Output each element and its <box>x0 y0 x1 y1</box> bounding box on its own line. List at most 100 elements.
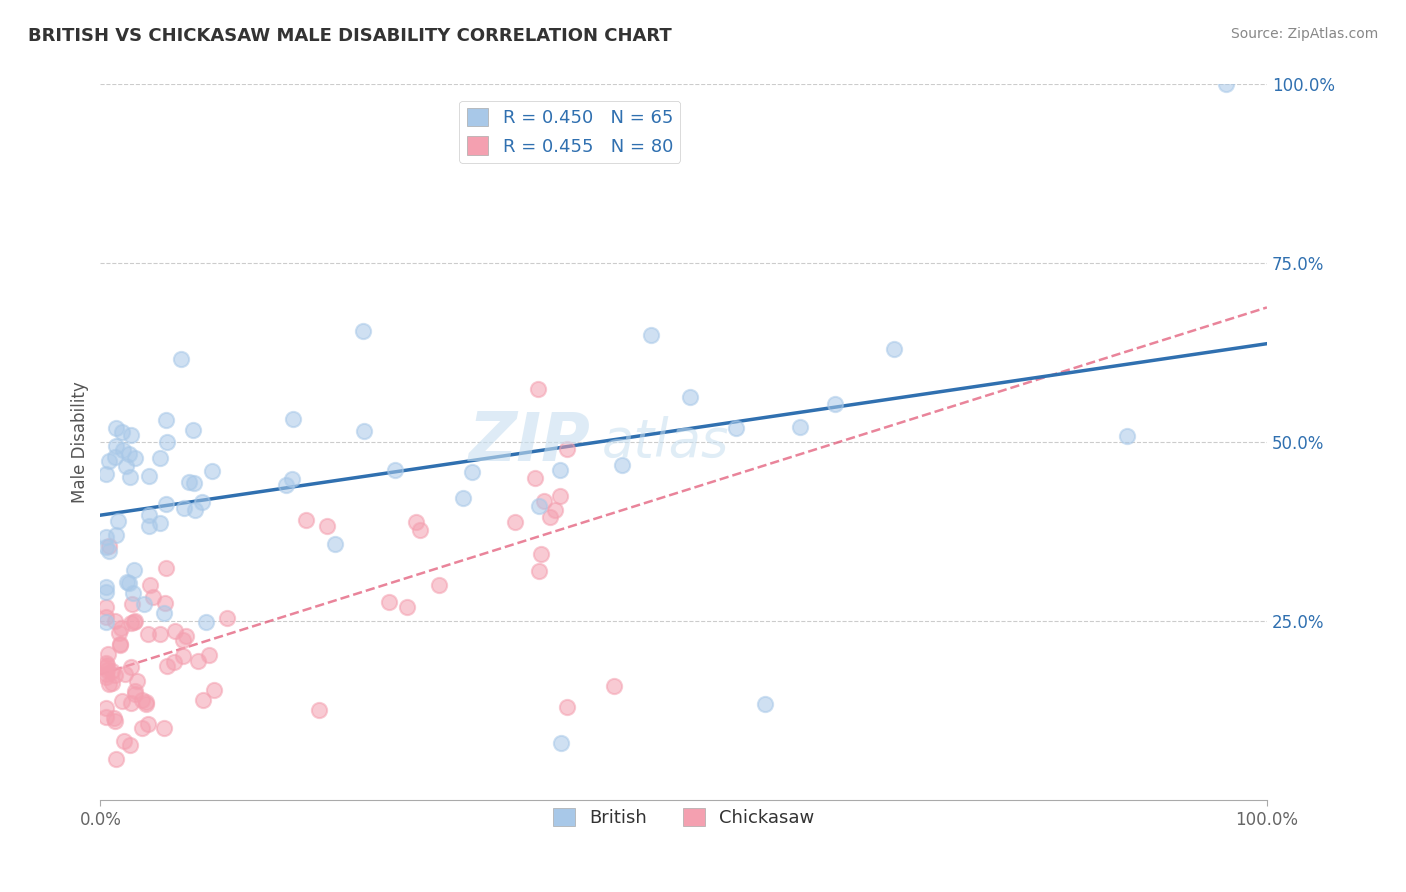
Point <box>96 659 118 673</box>
Point <box>544 503 567 517</box>
Point <box>122 615 145 630</box>
Point <box>149 627 172 641</box>
Text: BRITISH VS CHICKASAW MALE DISABILITY CORRELATION CHART: BRITISH VS CHICKASAW MALE DISABILITY COR… <box>28 27 672 45</box>
Point <box>308 703 330 717</box>
Point <box>527 382 550 396</box>
Point <box>187 654 209 668</box>
Point <box>110 694 132 708</box>
Point <box>453 491 475 506</box>
Point <box>97 647 120 661</box>
Point <box>215 611 238 625</box>
Point <box>183 476 205 491</box>
Point <box>96 599 118 614</box>
Point <box>105 752 128 766</box>
Point <box>461 466 484 480</box>
Point <box>118 738 141 752</box>
Point <box>548 489 571 503</box>
Point <box>96 610 118 624</box>
Point <box>108 638 131 652</box>
Point <box>754 697 776 711</box>
Point <box>131 721 153 735</box>
Point <box>295 513 318 527</box>
Point <box>202 682 225 697</box>
Point <box>134 597 156 611</box>
Text: atlas: atlas <box>602 417 730 468</box>
Point <box>610 458 633 472</box>
Point <box>124 687 146 701</box>
Point <box>135 695 157 709</box>
Point <box>104 714 127 729</box>
Point <box>172 632 194 647</box>
Point <box>155 595 177 609</box>
Point <box>104 439 127 453</box>
Point <box>384 463 406 477</box>
Point <box>104 528 127 542</box>
Point <box>101 664 124 678</box>
Point <box>96 530 118 544</box>
Text: Source: ZipAtlas.com: Source: ZipAtlas.com <box>1230 27 1378 41</box>
Point <box>183 503 205 517</box>
Point <box>105 421 128 435</box>
Point <box>179 475 201 489</box>
Point <box>124 684 146 698</box>
Point <box>120 660 142 674</box>
Y-axis label: Male Disability: Male Disability <box>72 382 89 503</box>
Point <box>138 626 160 640</box>
Point <box>155 413 177 427</box>
Point <box>281 411 304 425</box>
Point <box>96 541 118 555</box>
Point <box>122 586 145 600</box>
Point <box>678 390 700 404</box>
Point <box>538 510 561 524</box>
Point <box>110 637 132 651</box>
Point <box>112 733 135 747</box>
Point <box>114 666 136 681</box>
Point <box>111 425 134 439</box>
Point <box>96 467 118 482</box>
Point <box>162 655 184 669</box>
Point <box>125 674 148 689</box>
Point <box>548 463 571 477</box>
Point <box>530 547 553 561</box>
Point <box>107 514 129 528</box>
Point <box>173 501 195 516</box>
Point <box>120 470 142 484</box>
Point <box>315 519 337 533</box>
Point <box>405 515 427 529</box>
Point <box>155 498 177 512</box>
Point <box>97 453 120 467</box>
Point <box>142 590 165 604</box>
Point <box>165 624 187 639</box>
Point <box>118 576 141 591</box>
Point <box>524 471 547 485</box>
Point <box>131 692 153 706</box>
Point <box>824 397 846 411</box>
Point <box>527 564 550 578</box>
Point <box>120 427 142 442</box>
Point <box>139 578 162 592</box>
Point <box>124 451 146 466</box>
Text: ZIP: ZIP <box>468 409 591 475</box>
Point <box>120 696 142 710</box>
Point <box>193 693 215 707</box>
Point <box>96 580 118 594</box>
Point <box>149 450 172 465</box>
Point <box>725 420 748 434</box>
Point <box>640 328 662 343</box>
Point <box>352 325 374 339</box>
Point <box>353 424 375 438</box>
Point <box>122 563 145 577</box>
Point <box>1215 78 1237 92</box>
Point <box>149 516 172 530</box>
Point <box>529 499 551 513</box>
Point <box>153 606 176 620</box>
Point <box>153 721 176 735</box>
Point <box>181 423 204 437</box>
Point <box>96 709 118 723</box>
Point <box>883 342 905 356</box>
Point <box>96 585 118 599</box>
Point <box>395 600 418 615</box>
Point <box>602 679 624 693</box>
Point <box>115 459 138 474</box>
Point <box>104 614 127 628</box>
